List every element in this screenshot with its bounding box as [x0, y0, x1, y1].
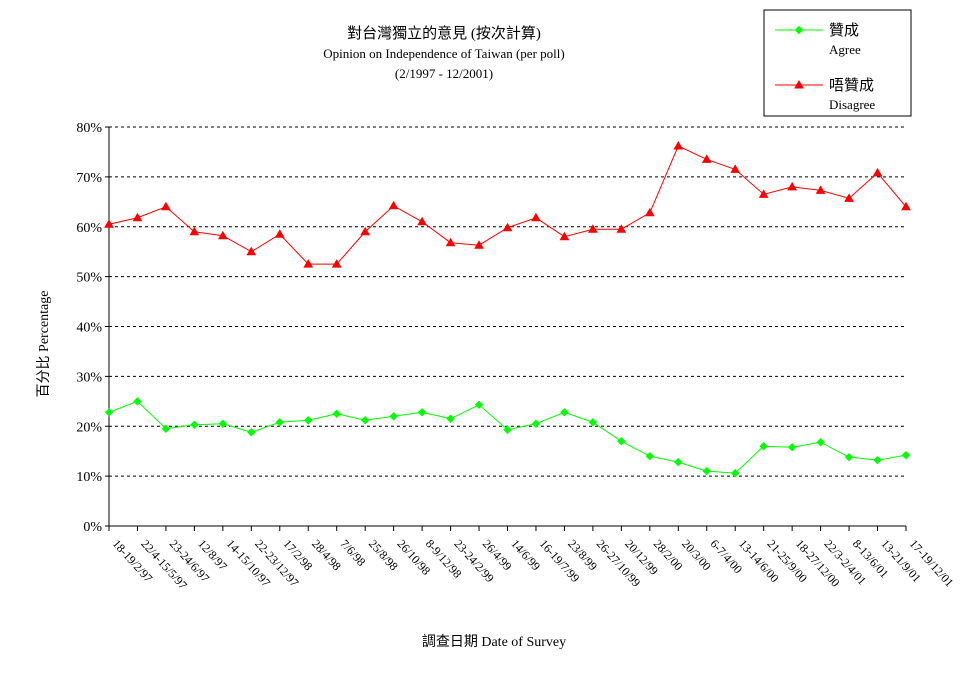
data-point — [789, 444, 796, 451]
data-point — [532, 420, 539, 427]
legend-label-en: Disagree — [829, 97, 875, 112]
data-point — [390, 202, 398, 209]
data-point — [276, 419, 283, 426]
data-point — [106, 409, 113, 416]
data-point — [419, 409, 426, 416]
y-tick-label: 50% — [76, 271, 102, 286]
data-point — [846, 454, 853, 461]
data-point — [903, 452, 910, 459]
data-point — [447, 415, 454, 422]
data-point — [447, 239, 455, 246]
series-disagree — [105, 142, 910, 267]
data-point — [817, 439, 824, 446]
legend: 贊成 Agree 唔贊成 Disagree — [764, 10, 911, 116]
y-tick-label: 20% — [76, 420, 102, 435]
data-point — [874, 169, 882, 176]
chart-title: 對台灣獨立的意見 (按次計算) — [347, 24, 541, 42]
data-point — [191, 421, 198, 428]
data-point — [561, 409, 568, 416]
data-point — [532, 214, 540, 221]
series-line — [109, 401, 906, 473]
chart-subtitle: Opinion on Independence of Taiwan (per p… — [323, 46, 564, 61]
legend-label: 唔贊成 — [829, 77, 874, 94]
data-point — [162, 203, 170, 210]
x-tick-label: 25/8/98 — [366, 537, 401, 574]
data-point — [305, 417, 312, 424]
data-point — [362, 417, 369, 424]
x-tick-label: 14/6/99 — [508, 537, 543, 574]
data-point — [874, 457, 881, 464]
y-axis-label: 百分比 Percentage — [36, 291, 52, 398]
series-agree — [106, 398, 910, 477]
data-point — [703, 155, 711, 162]
series-line — [109, 146, 906, 264]
data-point — [390, 413, 397, 420]
data-point — [276, 230, 284, 237]
legend-label-en: Agree — [829, 42, 861, 57]
legend-label: 贊成 — [829, 22, 859, 39]
data-point — [248, 429, 255, 436]
y-tick-label: 0% — [83, 520, 102, 535]
y-tick-label: 10% — [76, 470, 102, 485]
data-point — [703, 468, 710, 475]
y-tick-label: 40% — [76, 321, 102, 336]
data-point — [674, 142, 682, 149]
x-tick-label: 28/4/98 — [309, 537, 344, 574]
data-point — [133, 214, 141, 221]
data-point — [589, 419, 596, 426]
chart-period: (2/1997 - 12/2001) — [395, 66, 493, 81]
data-point — [618, 438, 625, 445]
y-tick-label: 30% — [76, 370, 102, 385]
data-point — [788, 183, 796, 190]
data-point — [675, 459, 682, 466]
data-point — [418, 218, 426, 225]
data-point — [247, 248, 255, 255]
x-axis-label: 調查日期 Date of Survey — [422, 634, 566, 650]
y-tick-label: 80% — [76, 121, 102, 136]
data-point — [646, 453, 653, 460]
y-tick-label: 60% — [76, 221, 102, 236]
data-point — [646, 209, 654, 216]
y-tick-label: 70% — [76, 171, 102, 186]
x-tick-label: 20/3/00 — [679, 537, 714, 574]
data-point — [333, 410, 340, 417]
